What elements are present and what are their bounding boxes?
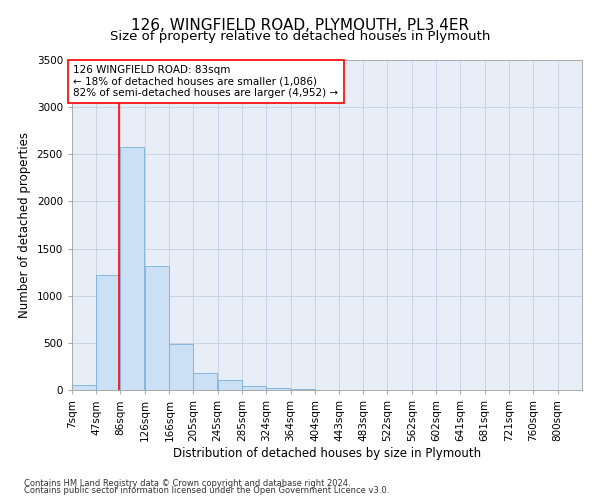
Text: 126, WINGFIELD ROAD, PLYMOUTH, PL3 4ER: 126, WINGFIELD ROAD, PLYMOUTH, PL3 4ER [131,18,469,32]
Bar [218,380,242,390]
Bar [169,344,193,390]
X-axis label: Distribution of detached houses by size in Plymouth: Distribution of detached houses by size … [173,446,481,460]
Bar [242,386,266,390]
Bar [121,146,145,390]
Bar [72,386,96,390]
Text: 126 WINGFIELD ROAD: 83sqm
← 18% of detached houses are smaller (1,086)
82% of se: 126 WINGFIELD ROAD: 83sqm ← 18% of detac… [73,65,338,98]
Bar [266,388,290,390]
Bar [97,275,121,390]
Bar [290,389,314,390]
Bar [145,266,169,390]
Text: Contains public sector information licensed under the Open Government Licence v3: Contains public sector information licen… [24,486,389,495]
Y-axis label: Number of detached properties: Number of detached properties [18,132,31,318]
Text: Size of property relative to detached houses in Plymouth: Size of property relative to detached ho… [110,30,490,43]
Bar [193,372,217,390]
Text: Contains HM Land Registry data © Crown copyright and database right 2024.: Contains HM Land Registry data © Crown c… [24,478,350,488]
